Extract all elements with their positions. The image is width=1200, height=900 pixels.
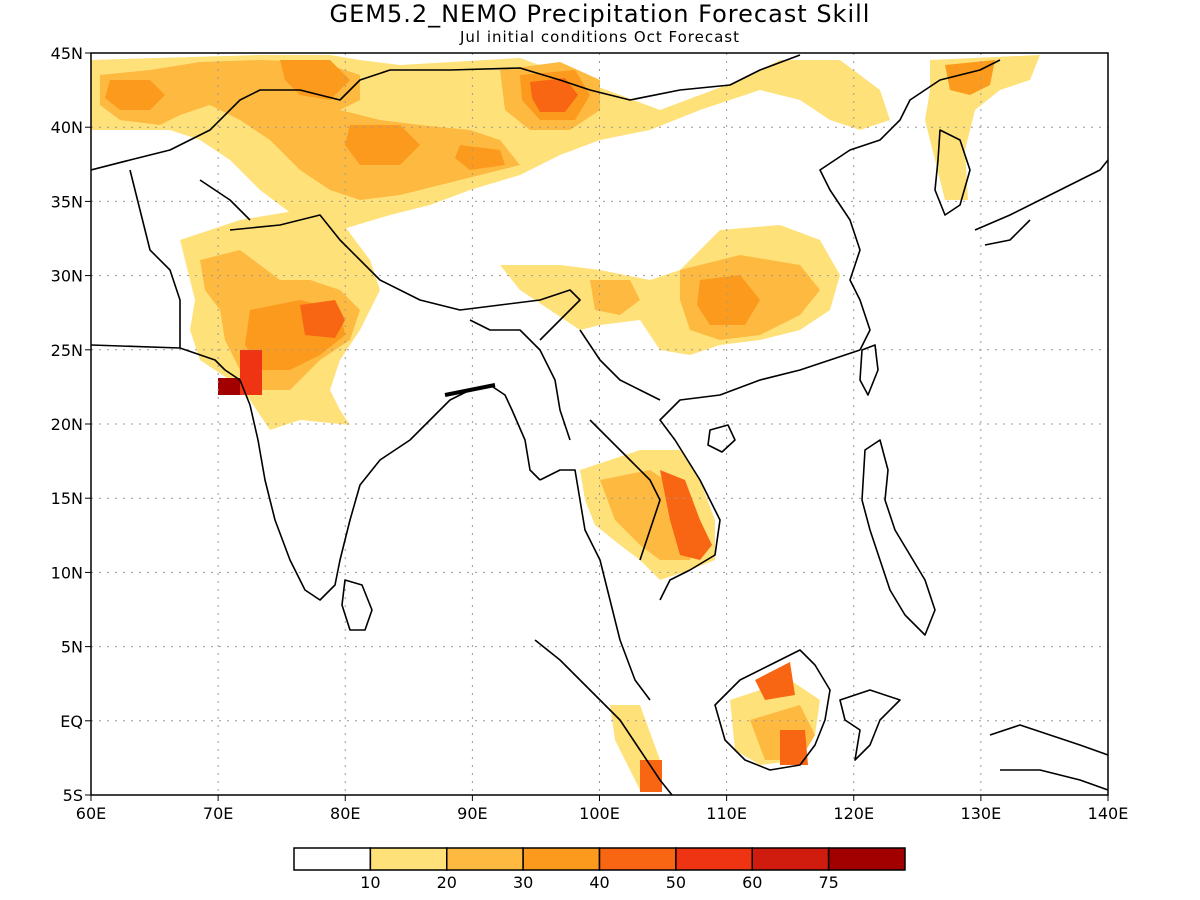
colorbar-swatch — [369, 847, 448, 871]
boundary-central-asia — [91, 54, 801, 171]
skill-region-central-asia-inner — [100, 60, 520, 200]
lon-tick-label: 120E — [833, 804, 874, 823]
lat-tick-label: 5N — [61, 638, 83, 657]
colorbar-label: 20 — [437, 873, 457, 892]
lat-tick-label: 45N — [51, 44, 83, 63]
coastline-sulawesi — [839, 689, 901, 761]
colorbar-swatch — [751, 847, 830, 871]
colorbar-label: 30 — [513, 873, 533, 892]
lat-tick-label: 10N — [51, 563, 83, 582]
boundary-pakistan-iran — [129, 169, 251, 348]
lat-tick-label: EQ — [60, 712, 83, 731]
colorbar-swatch — [522, 847, 601, 871]
coastline-sumatra — [534, 639, 673, 795]
coastline-taiwan — [859, 344, 879, 396]
lon-tick-label: 100E — [579, 804, 620, 823]
lat-tick-label: 15N — [51, 489, 83, 508]
skill-region-gujarat-max — [218, 378, 240, 395]
lon-tick-label: 130E — [961, 804, 1002, 823]
map-title: GEM5.2_NEMO Precipitation Forecast Skill — [329, 0, 871, 28]
skill-shading-layer — [91, 55, 1040, 792]
colorbar: 10 20 30 40 50 60 75 — [293, 847, 906, 892]
lat-tick-label: 5S — [63, 786, 83, 805]
colorbar-label: 10 — [360, 873, 380, 892]
skill-region-borneo-core — [755, 662, 808, 765]
skill-region-sumatra-core — [640, 760, 662, 792]
colorbar-swatch — [675, 847, 753, 871]
skill-region-indochina-core — [660, 470, 712, 560]
lat-tick-label: 30N — [51, 267, 83, 286]
skill-region-tibet-north-max — [530, 78, 578, 112]
coastline-china-east — [819, 59, 1001, 351]
lon-tick-label: 80E — [330, 804, 360, 823]
coastline-sri-lanka — [341, 579, 373, 631]
coastline-bangladesh-delta — [444, 383, 496, 397]
skill-region-central-asia-core — [105, 60, 505, 170]
boundary-india-myanmar — [469, 319, 661, 441]
colorbar-swatch — [598, 847, 677, 871]
axis-ticks: 60E 70E 80E 90E 100E 110E 120E 130E 140E 45N 40N 35… — [51, 44, 1129, 823]
lon-tick-label: 90E — [457, 804, 487, 823]
colorbar-swatch — [293, 847, 372, 871]
colorbar-label: 40 — [589, 873, 609, 892]
coastline-philippines — [861, 439, 936, 636]
lat-tick-label: 25N — [51, 341, 83, 360]
lon-tick-label: 70E — [203, 804, 233, 823]
colorbar-label: 60 — [742, 873, 762, 892]
lat-tick-label: 35N — [51, 192, 83, 211]
coastlines — [91, 54, 1108, 795]
coastline-korea — [934, 129, 971, 216]
skill-region-gujarat — [240, 350, 262, 395]
colorbar-label: 75 — [818, 873, 838, 892]
skill-region-nw-india-max — [300, 300, 345, 338]
lon-tick-label: 60E — [76, 804, 106, 823]
colorbar-swatch — [827, 847, 906, 871]
coastline-indochina — [539, 349, 861, 701]
skill-region-korea — [925, 55, 1040, 200]
boundary-himalaya — [229, 214, 581, 341]
coastline-hainan — [707, 424, 736, 453]
coastline-japan — [974, 159, 1108, 246]
coastline-new-guinea — [989, 724, 1108, 791]
lon-tick-label: 140E — [1088, 804, 1129, 823]
boundary-indochina-internal — [589, 419, 661, 561]
colorbar-label: 50 — [666, 873, 686, 892]
gridlines — [91, 53, 1108, 795]
map-subtitle: Jul initial conditions Oct Forecast — [460, 28, 740, 46]
lat-tick-label: 40N — [51, 118, 83, 137]
skill-region-south-china-core — [697, 275, 760, 325]
lon-tick-label: 110E — [706, 804, 747, 823]
colorbar-swatch — [446, 847, 524, 871]
coastline-arabian-sea-india — [91, 344, 541, 601]
coastline-borneo — [714, 649, 831, 771]
lat-tick-label: 20N — [51, 415, 83, 434]
